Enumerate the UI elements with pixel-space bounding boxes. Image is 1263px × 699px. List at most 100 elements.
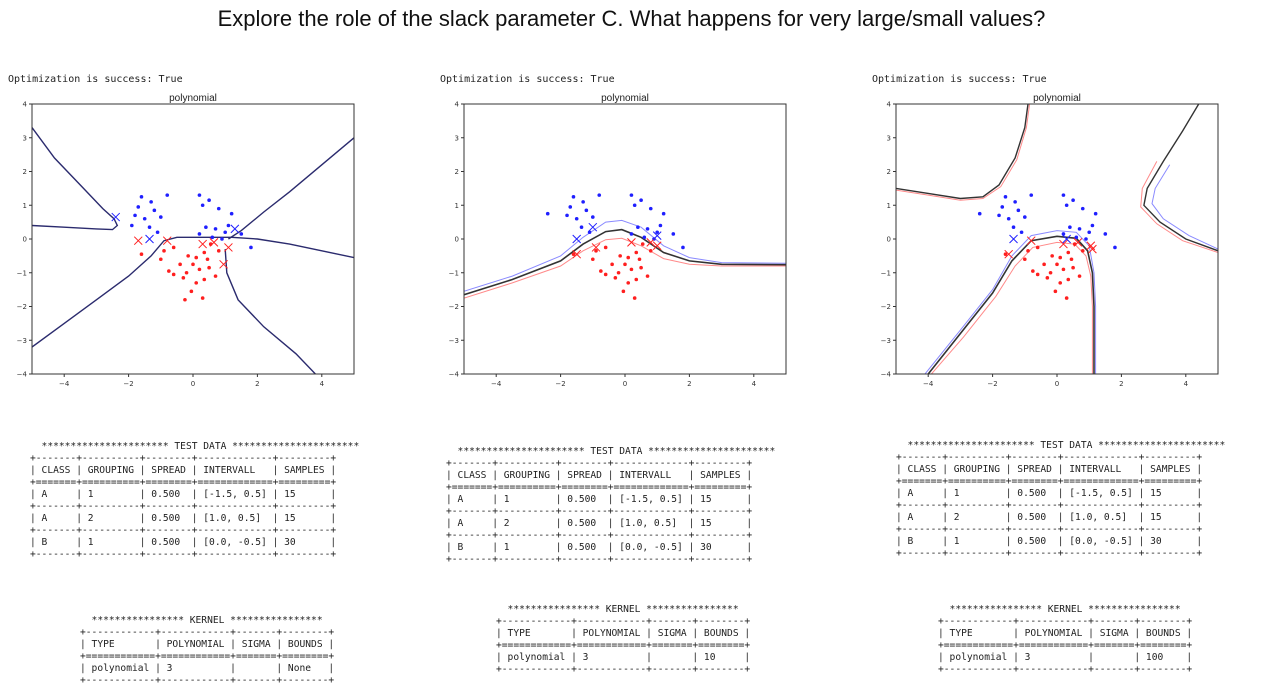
- x-tick-label: 4: [320, 380, 325, 388]
- class-b-point: [162, 249, 166, 253]
- class-b-point: [1064, 296, 1069, 300]
- y-tick-label: −3: [881, 337, 891, 345]
- class-b-point: [1071, 265, 1075, 270]
- support-vector-marker: [652, 241, 662, 251]
- class-b-point: [591, 257, 595, 262]
- panel-3: Optimization is success: True polynomial…: [872, 70, 1263, 695]
- class-a-point: [1061, 193, 1066, 197]
- class-b-point: [594, 249, 598, 253]
- class-a-point: [133, 213, 137, 218]
- x-tick-label: 0: [623, 380, 627, 388]
- class-b-point: [139, 252, 144, 256]
- class-a-point: [1016, 208, 1021, 213]
- class-b-point: [1077, 274, 1082, 278]
- chart-title: polynomial: [169, 93, 217, 104]
- class-a-point: [642, 235, 647, 240]
- class-a-point: [239, 232, 244, 236]
- class-a-point: [210, 235, 215, 240]
- class-a-point: [207, 198, 211, 202]
- class-b-point: [171, 245, 176, 250]
- class-a-point: [213, 227, 218, 231]
- y-tick-label: 2: [23, 168, 27, 176]
- class-a-point: [229, 211, 234, 216]
- class-a-point: [655, 230, 659, 235]
- class-a-point: [1093, 211, 1098, 216]
- support-vector-marker: [1004, 249, 1014, 259]
- class-a-point: [1064, 203, 1069, 208]
- class-b-point: [613, 276, 618, 280]
- class-b-point: [191, 262, 195, 267]
- support-vector-marker: [1059, 239, 1068, 249]
- class-b-point: [213, 274, 218, 278]
- x-tick-label: −4: [59, 380, 70, 388]
- y-tick-label: −2: [449, 303, 459, 311]
- class-a-point: [671, 232, 676, 236]
- class-b-point: [183, 297, 187, 302]
- class-b-point: [1035, 272, 1040, 277]
- decision-boundary: [224, 249, 316, 374]
- class-b-point: [1053, 289, 1058, 294]
- class-b-point: [194, 255, 199, 260]
- y-tick-label: 3: [23, 134, 27, 142]
- x-tick-label: 0: [191, 380, 195, 388]
- y-tick-label: 4: [887, 101, 892, 109]
- class-a-point: [197, 193, 202, 197]
- class-a-point: [587, 230, 592, 235]
- class-a-point: [645, 227, 650, 231]
- class-b-point: [1055, 262, 1059, 267]
- class-b-point: [1035, 245, 1040, 250]
- y-tick-label: −4: [17, 371, 28, 379]
- class-a-point: [1019, 230, 1024, 235]
- class-b-point: [202, 250, 207, 255]
- x-tick-label: −2: [987, 380, 997, 388]
- plot-area: [32, 127, 354, 374]
- class-b-point: [186, 254, 190, 258]
- x-tick-label: 4: [1184, 380, 1189, 388]
- class-a-point: [1103, 232, 1108, 236]
- class-a-point: [1071, 198, 1075, 202]
- x-tick-label: 0: [1055, 380, 1059, 388]
- class-a-point: [1113, 245, 1117, 250]
- class-b-point: [616, 270, 621, 275]
- y-tick-label: 3: [455, 134, 459, 142]
- class-a-point: [149, 200, 153, 204]
- class-b-point: [637, 257, 642, 262]
- class-a-point: [1080, 206, 1085, 211]
- class-a-point: [1029, 193, 1034, 197]
- x-tick-label: 2: [255, 380, 259, 388]
- plot-area: [464, 193, 786, 300]
- y-tick-label: −1: [881, 269, 891, 277]
- class-a-point: [571, 195, 576, 199]
- y-tick-label: −4: [449, 371, 460, 379]
- class-a-point: [1077, 227, 1082, 231]
- support-vector-marker: [572, 234, 582, 244]
- decision-boundary: [464, 228, 786, 296]
- y-tick-label: 1: [23, 202, 27, 210]
- class-a-point: [545, 211, 550, 216]
- class-a-point: [1087, 230, 1091, 235]
- x-tick-label: −2: [555, 380, 565, 388]
- kernel-table: **************** KERNEL ****************…: [496, 604, 751, 675]
- class-a-point: [165, 193, 170, 197]
- slide-title: Explore the role of the slack parameter …: [217, 6, 1046, 31]
- class-a-point: [629, 193, 634, 197]
- class-a-point: [130, 223, 134, 228]
- class-b-point: [639, 265, 643, 270]
- class-b-point: [205, 257, 210, 262]
- class-a-point: [226, 223, 231, 228]
- class-b-point: [181, 276, 186, 280]
- decision-boundary-plot: polynomial −4 −2 0 2 4 −4 −3 −2 −1 0 1 2 3 4: [449, 93, 787, 388]
- class-b-point: [159, 257, 163, 262]
- class-b-point: [618, 254, 622, 258]
- decision-boundary-plot: polynomial −4 −2 0 2 4 −4 −3 −2 −1 0 1 2 3 4: [881, 93, 1219, 388]
- x-tick-label: −4: [491, 380, 502, 388]
- class-a-point: [977, 211, 982, 216]
- class-a-point: [197, 232, 202, 236]
- chart-title: polynomial: [1033, 93, 1081, 104]
- class-b-point: [178, 262, 182, 267]
- class-a-point: [1068, 225, 1072, 229]
- class-a-point: [200, 203, 205, 208]
- support-vector-marker: [1026, 236, 1036, 246]
- y-tick-label: 2: [455, 168, 459, 176]
- support-vector-marker: [230, 224, 240, 234]
